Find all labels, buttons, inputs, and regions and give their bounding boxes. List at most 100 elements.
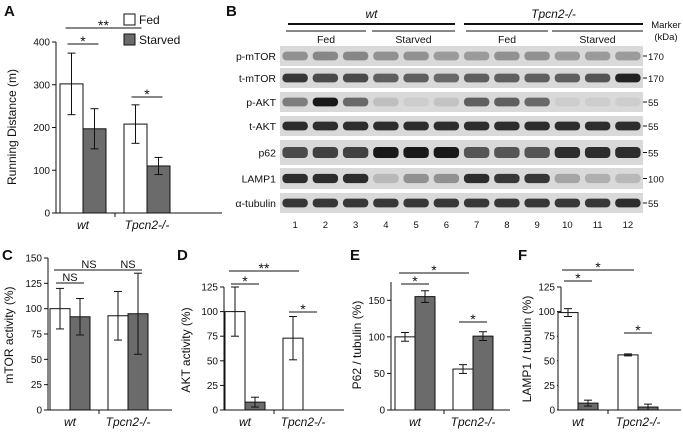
lane-number: 5 [413,220,418,231]
significance-label: * [575,270,581,286]
significance-label: NS [120,259,135,271]
significance-label: * [635,322,641,338]
blot-band [403,51,429,61]
y-tick-label: 50 [544,356,556,367]
lane-number: 4 [383,220,388,231]
significance-label: ** [259,260,270,276]
marker-header-unit: (kDa) [654,32,677,43]
lane-number: 10 [562,220,573,231]
blot-band [282,51,308,61]
legend-label-starved: Starved [139,33,180,47]
y-axis-label: P62 / tubulin (%) [350,301,364,390]
lane-number: 12 [623,220,634,231]
marker-kda: 100 [648,175,664,186]
marker-kda: 170 [648,74,664,85]
blot-band [373,97,399,107]
blot-band [463,97,490,107]
chart-e-p62-tubulin: 0 50 100 150 P62 / tubulin (%) wt Tpcn2-/- * * * [350,262,510,429]
blot-band [463,173,490,184]
bar-wt-fed [394,336,416,411]
blot-band [403,173,429,184]
panel-letter-e: E [350,247,360,264]
lane-number: 3 [353,220,358,231]
significance-label: * [144,86,150,102]
blot-band [312,97,339,107]
blot-band [373,173,399,184]
blot-band [615,198,641,208]
blot-band [554,73,581,83]
blot-band [282,73,308,83]
marker-kda: 55 [648,199,659,210]
significance-label: * [242,273,248,289]
marker-header: Marker [651,20,681,31]
blot-band [373,51,399,61]
blot-band [282,173,308,184]
blot-band [342,147,369,158]
significance-label: * [300,301,306,317]
blot-band [433,97,460,107]
lane-number: 7 [474,220,479,231]
blot-band [373,73,399,83]
group-label: wt [366,7,379,21]
blot-band [373,121,399,131]
blot-band [403,121,429,131]
significance-label: NS [62,272,77,284]
blot-band [463,147,490,158]
blot-band [373,198,399,208]
x-category-label: wt [239,415,252,429]
blot-band [554,97,581,107]
blot-strip [280,193,643,213]
y-tick-label: 0 [379,406,385,417]
marker-kda: 55 [648,149,659,160]
blot-band [615,173,641,184]
blot-band [342,121,369,131]
y-tick-label: 0 [44,209,50,220]
blot-band [615,51,641,61]
blot-band [433,198,460,208]
blot-band [282,97,308,107]
blot-band [584,51,611,61]
chart-f-lamp1-tubulin: 0 25 50 75 100 125 LAMP1 / tubulin (%) wt Tpcn2-… [520,259,681,429]
significance-label: * [595,259,601,275]
condition-label: Starved [395,34,431,46]
blot-band [494,73,520,83]
blot-band [584,97,611,107]
blot-band [494,97,520,107]
blot-band [342,73,369,83]
blot-strip [280,92,643,112]
blot-band [463,73,490,83]
blot-band [494,147,520,158]
blot-band [584,173,611,184]
blot-band [342,51,369,61]
y-tick-label: 50 [374,369,386,380]
blot-band [463,51,490,61]
blot-band [615,147,641,158]
group-label: Tpcn2-/- [531,7,576,21]
blot-band [433,173,460,184]
blot-band [403,73,429,83]
y-axis-label: LAMP1 / tubulin (%) [520,296,534,403]
blot-band [342,97,369,107]
blot-row-label: t-AKT [249,121,276,133]
bar-tpcn2-fed [452,368,474,411]
lane-number: 6 [444,220,449,231]
blot-band [524,121,550,131]
blot-band [312,51,339,61]
significance-label: * [80,33,86,49]
condition-label: Fed [498,34,516,46]
blot-band [584,147,611,158]
y-tick-label: 75 [207,332,219,343]
marker-kda: 55 [648,122,659,133]
bar-wt-fed [557,312,579,411]
blot-strip [280,68,643,88]
blot-band [494,198,520,208]
blot-band [615,121,641,131]
x-category-label: Tpcn2-/- [106,415,151,429]
blot-band [554,51,581,61]
condition-label: Starved [579,34,615,46]
lane-number: 8 [504,220,509,231]
x-category-label: wt [77,218,90,232]
blot-band [403,198,429,208]
lane-number: 11 [593,220,603,231]
